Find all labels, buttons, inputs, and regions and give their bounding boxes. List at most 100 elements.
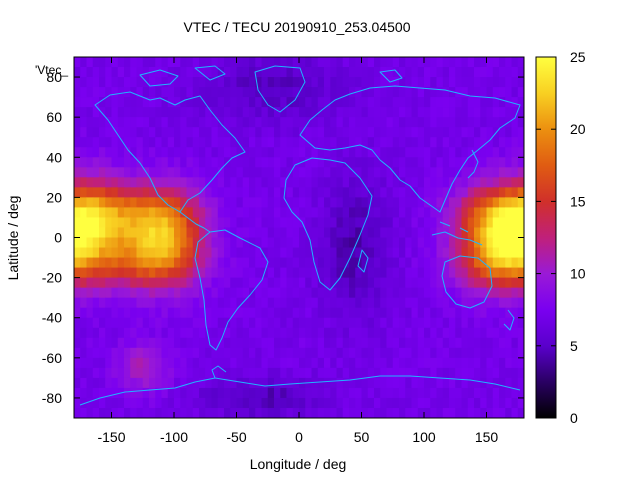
heatmap-cell (74, 317, 81, 329)
heatmap-cell (349, 137, 356, 148)
heatmap-cell (342, 127, 350, 138)
heatmap-cell (242, 247, 250, 259)
heatmap-cell (374, 407, 381, 418)
heatmap-cell (280, 297, 288, 309)
heatmap-cell (299, 277, 306, 289)
heatmap-cell (280, 337, 288, 349)
heatmap-cell (411, 347, 419, 359)
heatmap-cell (405, 187, 413, 198)
heatmap-cell (155, 157, 163, 168)
y-tick-label: 80 (46, 69, 62, 85)
heatmap-cell (292, 87, 300, 98)
heatmap-cell (105, 157, 113, 168)
heatmap-cell (111, 107, 119, 118)
heatmap-cell (455, 297, 463, 309)
heatmap-cell (192, 117, 200, 128)
heatmap-cell (405, 287, 413, 299)
heatmap-cell (399, 307, 406, 319)
heatmap-cell (399, 287, 406, 299)
heatmap-cell (361, 347, 369, 359)
heatmap-cell (336, 57, 344, 68)
heatmap-cell (349, 257, 356, 269)
heatmap-cell (92, 277, 100, 289)
heatmap-cell (386, 147, 394, 158)
heatmap-cell (311, 127, 319, 138)
heatmap-cell (149, 247, 156, 259)
heatmap-cell (474, 377, 481, 389)
heatmap-cell (292, 347, 300, 359)
heatmap-cell (149, 257, 156, 269)
heatmap-cell (217, 277, 225, 289)
heatmap-cell (161, 207, 169, 219)
heatmap-cell (80, 367, 88, 379)
heatmap-cell (349, 267, 356, 279)
heatmap-cell (342, 167, 350, 178)
heatmap-cell (236, 157, 244, 168)
heatmap-cell (142, 347, 150, 359)
heatmap-cell (105, 247, 113, 259)
heatmap-cell (317, 147, 325, 158)
heatmap-cell (255, 167, 263, 178)
heatmap-cell (424, 127, 431, 138)
heatmap-cell (255, 97, 263, 108)
heatmap-cell (99, 407, 106, 418)
heatmap-cell (117, 227, 125, 239)
heatmap-cell (199, 367, 206, 379)
heatmap-cell (167, 177, 175, 188)
y-tick-label: 60 (46, 109, 62, 125)
heatmap-cell (349, 357, 356, 369)
heatmap-cell (499, 127, 506, 138)
heatmap-cell (399, 77, 406, 88)
heatmap-cell (367, 157, 375, 168)
heatmap-cell (355, 347, 363, 359)
heatmap-cell (436, 137, 444, 148)
heatmap-cell (167, 117, 175, 128)
heatmap-cell (255, 337, 263, 349)
heatmap-cell (355, 67, 363, 78)
heatmap-cell (230, 177, 238, 188)
heatmap-cell (167, 67, 175, 78)
heatmap-cell (505, 387, 513, 399)
heatmap-cell (286, 77, 294, 88)
heatmap-cell (467, 317, 475, 329)
heatmap-cell (436, 157, 444, 168)
heatmap-cell (280, 237, 288, 249)
heatmap-cell (86, 237, 94, 249)
heatmap-cell (361, 337, 369, 349)
heatmap-cell (442, 167, 450, 178)
heatmap-cell (124, 57, 131, 68)
heatmap-cell (367, 377, 375, 389)
heatmap-cell (205, 377, 213, 389)
heatmap-cell (242, 217, 250, 229)
heatmap-cell (492, 327, 500, 339)
heatmap-cell (424, 207, 431, 219)
heatmap-cell (480, 277, 488, 289)
heatmap-cell (430, 257, 438, 269)
heatmap-cell (349, 277, 356, 289)
heatmap-cell (249, 97, 256, 108)
heatmap-cell (111, 257, 119, 269)
heatmap-cell (142, 87, 150, 98)
heatmap-cell (349, 167, 356, 178)
heatmap-cell (261, 357, 269, 369)
heatmap-cell (230, 247, 238, 259)
coastline-arctic-islands (139, 65, 403, 87)
heatmap-cell (161, 67, 169, 78)
heatmap-cell (299, 167, 306, 178)
heatmap-cell (130, 187, 138, 198)
heatmap-cell (349, 297, 356, 309)
heatmap-cell (192, 87, 200, 98)
heatmap-cell (361, 407, 369, 418)
heatmap-cell (392, 117, 400, 128)
heatmap-cell (399, 317, 406, 329)
heatmap-cell (236, 87, 244, 98)
heatmap-cell (355, 127, 363, 138)
heatmap-cell (467, 407, 475, 418)
heatmap-cell (424, 307, 431, 319)
heatmap-cell (124, 157, 131, 168)
heatmap-cell (224, 137, 231, 148)
heatmap-cell (280, 217, 288, 229)
heatmap-cell (199, 177, 206, 188)
heatmap-cell (224, 227, 231, 239)
heatmap-cell (267, 317, 275, 329)
